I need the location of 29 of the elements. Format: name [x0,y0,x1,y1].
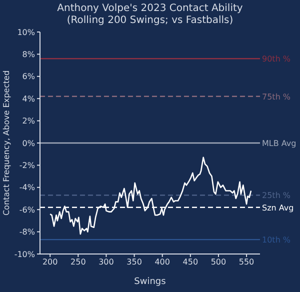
ref-line-label: 10th % [262,236,291,245]
y-tick-label: -4% [19,183,36,192]
ref-line-label: MLB Avg [262,139,296,148]
x-axis-title: Swings [134,277,166,287]
y-tick-label: 8% [22,50,36,60]
x-tick-label: 400 [154,258,170,267]
x-tick-label: 350 [126,258,142,267]
y-tick-label: -8% [19,228,36,237]
ref-line-label: Szn Avg [262,203,294,212]
x-tick-label: 550 [238,258,254,267]
y-tick-label: -6% [19,205,36,214]
x-tick-label: 450 [182,258,198,267]
y-tick-label: -10% [14,250,36,259]
y-tick-label: 4% [22,94,36,104]
x-tick-label: 500 [210,258,226,267]
ref-line-label: 25th % [262,191,291,200]
chart-title: Anthony Volpe's 2023 Contact Ability [56,3,244,15]
x-tick-label: 250 [70,258,86,267]
y-tick-label: -2% [19,161,36,170]
x-tick-label: 200 [42,258,58,267]
ref-line-label: 90th % [262,54,291,64]
y-tick-label: 10% [17,28,36,37]
y-axis-title: Contact Frequency, Above Expected [2,70,11,216]
ref-line-label: 75th % [262,92,291,102]
y-tick-label: 2% [22,116,36,126]
chart-subtitle: (Rolling 200 Swings; vs Fastballs) [66,15,234,27]
y-tick-label: 0% [22,138,36,148]
x-tick-label: 300 [98,258,114,267]
y-tick-label: 6% [22,72,36,82]
